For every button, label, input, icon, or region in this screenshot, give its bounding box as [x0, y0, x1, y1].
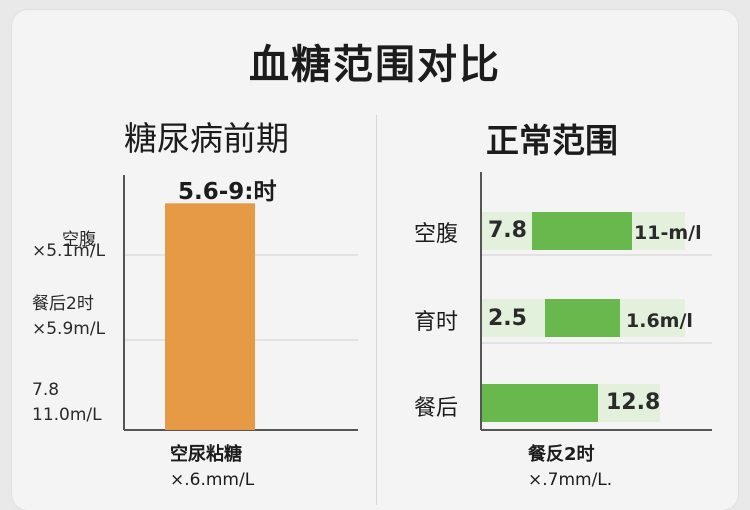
left-bar-value-label: 5.6-9:时	[178, 179, 277, 205]
left-category-label: 空尿粘糖	[170, 444, 242, 465]
left-ytick-label-2: 餐后2时 ×5.9m/L	[32, 294, 106, 339]
chart-card	[12, 10, 738, 510]
right-row-label-3: 餐后	[414, 396, 459, 421]
left-ytick-label-3: 7.8 11.0m/L	[32, 380, 102, 425]
right-bar-3-end-label: 12.8	[606, 390, 661, 415]
right-bar-2	[545, 299, 620, 337]
right-bar-2-left-label: 2.5	[488, 306, 527, 331]
right-row-label-2: 育时	[414, 310, 459, 335]
panel-divider	[376, 115, 377, 505]
right-row-label-1: 空腹	[414, 222, 459, 247]
right-panel-title: 正常范围	[486, 121, 618, 160]
right-bar-1	[532, 212, 632, 250]
right-bar-2-end-label: 1.6m/l	[626, 310, 693, 332]
right-bar-3	[481, 384, 598, 422]
left-bar-1	[165, 203, 255, 430]
right-bar-1-end-label: 11-m/l	[634, 222, 702, 244]
right-bar-1-left-label: 7.8	[488, 218, 527, 243]
left-panel-title: 糖尿病前期	[124, 119, 289, 158]
left-category-sublabel: ×.6.mm/L	[170, 470, 255, 490]
main-title: 血糖范围对比	[249, 42, 501, 88]
right-category-sublabel: ×.7mm/L.	[528, 470, 613, 490]
right-category-label: 餐反2时	[528, 444, 595, 465]
left-ytick-label-1: 空腹 ×5.1m/L	[32, 230, 106, 261]
